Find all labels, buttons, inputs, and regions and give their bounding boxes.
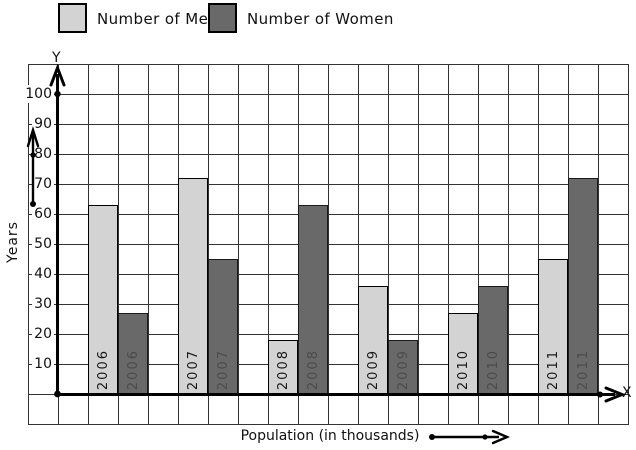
- bar-2007-women: 2007: [208, 259, 238, 394]
- y-tick-label: 80: [32, 145, 54, 163]
- legend-label-men: Number of Men: [97, 10, 219, 28]
- y-tick-label: 50: [32, 235, 54, 253]
- bar-year-label: 2007: [185, 348, 201, 390]
- bar-2009-women: 2009: [388, 340, 418, 394]
- bar-2009-men: 2009: [358, 286, 388, 394]
- y-tick-label: 60: [32, 205, 54, 223]
- y-tick-label: 100: [23, 85, 54, 103]
- bar-2011-women: 2011: [568, 178, 598, 394]
- y-tick-label: 20: [32, 325, 54, 343]
- bar-2010-women: 2010: [478, 286, 508, 394]
- legend-label-women: Number of Women: [247, 10, 394, 28]
- bar-year-label: 2009: [365, 348, 381, 390]
- bar-2008-men: 2008: [268, 340, 298, 394]
- bar-year-label: 2011: [545, 348, 561, 390]
- bar-2010-men: 2010: [448, 313, 478, 394]
- bar-year-label: 2008: [305, 348, 321, 390]
- y-axis-letter: Y: [52, 50, 61, 66]
- y-tick-label: 10: [32, 355, 54, 373]
- y-tick-label: 40: [32, 265, 54, 283]
- y-tick-label: 90: [32, 115, 54, 133]
- x-scale-ray-dot-2: [482, 434, 488, 440]
- bar-2007-men: 2007: [178, 178, 208, 394]
- bar-year-label: 2007: [215, 348, 231, 390]
- bar-year-label: 2008: [275, 348, 291, 390]
- bar-2008-women: 2008: [298, 205, 328, 394]
- bar-year-label: 2010: [455, 348, 471, 390]
- legend-swatch-men: [58, 3, 87, 33]
- bar-year-label: 2009: [395, 348, 411, 390]
- x-scale-ray-arrow-icon: [491, 429, 511, 445]
- x-axis-title: Population (in thousands): [240, 428, 420, 444]
- x-axis-letter: X: [622, 385, 632, 401]
- bar-year-label: 2010: [485, 348, 501, 390]
- y-axis-title: Years: [5, 221, 21, 263]
- bar-year-label: 2006: [125, 348, 141, 390]
- y-tick-label: 70: [32, 175, 54, 193]
- bar-2011-men: 2011: [538, 259, 568, 394]
- y-tick-label: 30: [32, 295, 54, 313]
- bar-year-label: 2006: [95, 348, 111, 390]
- bar-2006-men: 2006: [88, 205, 118, 394]
- bar-2006-women: 2006: [118, 313, 148, 394]
- legend-swatch-women: [208, 3, 237, 33]
- bar-year-label: 2011: [575, 348, 591, 390]
